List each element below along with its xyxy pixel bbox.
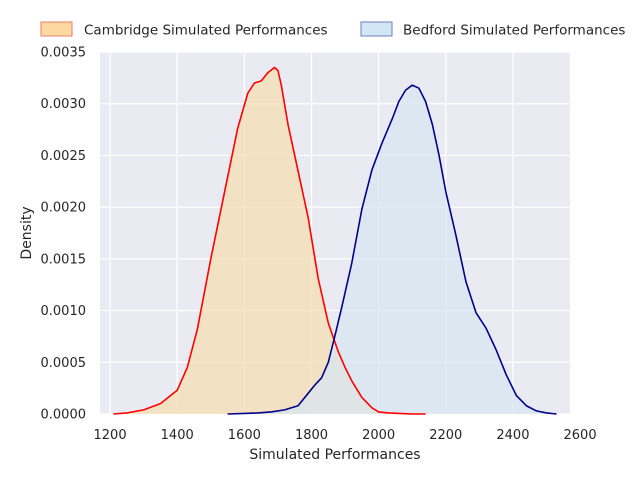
density-line-bedford: [227, 84, 557, 415]
legend-label-bedford: Bedford Simulated Performances: [403, 23, 625, 39]
x-tick-label: 2600: [564, 428, 597, 443]
area-fill-cambridge: [113, 67, 426, 414]
series-layer: [113, 66, 557, 415]
legend: Cambridge Simulated Performances Bedford…: [40, 21, 625, 39]
y-tick-label: 0.0020: [41, 201, 87, 216]
y-tick-label: 0.0015: [41, 252, 87, 267]
legend-swatch-bedford: [360, 21, 393, 37]
y-tick-label: 0.0035: [41, 46, 87, 61]
x-axis-label: Simulated Performances: [249, 447, 420, 463]
y-axis-label: Density: [19, 206, 35, 259]
x-tick-label: 1800: [295, 428, 328, 443]
x-axis-ticks: 1200 1400 1600 1800 2000 2200 2400 2600: [94, 428, 597, 443]
y-axis-ticks: 0.0000 0.0005 0.0010 0.0015 0.0020 0.0025 0.00…: [41, 46, 87, 423]
area-fill-bedford: [227, 85, 557, 414]
legend-label-cambridge: Cambridge Simulated Performances: [84, 23, 328, 39]
x-tick-label: 2200: [429, 428, 462, 443]
density-line-cambridge: [113, 66, 426, 415]
x-tick-label: 1400: [161, 428, 194, 443]
x-tick-label: 1600: [228, 428, 261, 443]
y-tick-label: 0.0000: [41, 408, 87, 423]
x-tick-label: 1200: [94, 428, 127, 443]
x-tick-label: 2400: [496, 428, 529, 443]
legend-swatch-cambridge: [40, 21, 73, 37]
y-tick-label: 0.0005: [41, 356, 87, 371]
x-tick-label: 2000: [362, 428, 395, 443]
y-tick-label: 0.0025: [41, 149, 87, 164]
y-tick-label: 0.0010: [41, 304, 87, 319]
y-tick-label: 0.0030: [41, 97, 87, 112]
